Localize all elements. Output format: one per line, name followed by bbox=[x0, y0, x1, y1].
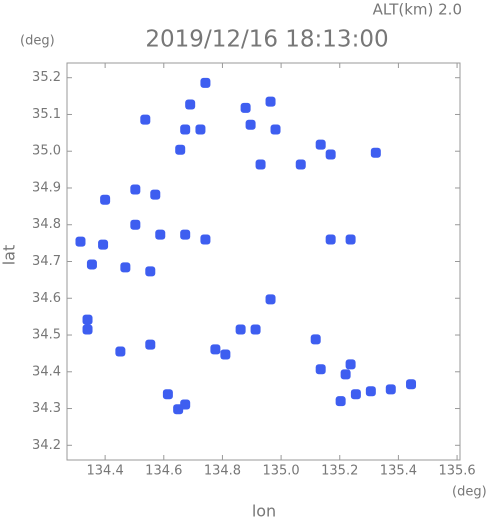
radar-echo bbox=[245, 119, 256, 130]
radar-echo bbox=[162, 389, 173, 400]
radar-echo bbox=[210, 344, 221, 355]
radar-echo bbox=[370, 147, 381, 158]
x-tick-label: 135.2 bbox=[321, 464, 358, 479]
radar-echo bbox=[98, 239, 109, 250]
x-tick-label: 134.8 bbox=[204, 464, 241, 479]
radar-echo bbox=[200, 234, 211, 245]
y-tick-label: 34.2 bbox=[32, 438, 61, 453]
radar-echo bbox=[295, 159, 306, 170]
radar-echo bbox=[345, 234, 356, 245]
y-tick-label: 35.1 bbox=[32, 107, 61, 122]
radar-echo bbox=[100, 194, 111, 205]
radar-echo bbox=[75, 236, 86, 247]
radar-echo bbox=[315, 139, 326, 150]
radar-echo bbox=[140, 114, 151, 125]
radar-echo bbox=[325, 149, 336, 160]
y-tick-label: 34.4 bbox=[32, 364, 61, 379]
x-tick-label: 135.0 bbox=[262, 464, 299, 479]
radar-echo bbox=[185, 99, 196, 110]
radar-echo bbox=[250, 324, 261, 335]
x-axis-label: lon bbox=[252, 502, 276, 521]
radar-echo bbox=[150, 189, 161, 200]
radar-echo bbox=[120, 262, 131, 273]
x-tick-label: 134.4 bbox=[87, 464, 124, 479]
y-tick-label: 34.6 bbox=[32, 291, 61, 306]
radar-echo bbox=[86, 259, 97, 270]
radar-echo bbox=[340, 369, 351, 380]
radar-echo bbox=[365, 386, 376, 397]
radar-echo bbox=[175, 144, 186, 155]
radar-echo bbox=[240, 102, 251, 113]
x-unit: (deg) bbox=[452, 485, 487, 500]
radar-echo bbox=[345, 359, 356, 370]
y-unit: (deg) bbox=[20, 34, 55, 49]
x-tick-label: 134.6 bbox=[145, 464, 182, 479]
radar-echo bbox=[180, 229, 191, 240]
radar-echo bbox=[145, 339, 156, 350]
radar-echo bbox=[315, 364, 326, 375]
radar-echo bbox=[385, 384, 396, 395]
radar-echo bbox=[180, 124, 191, 135]
radar-echo bbox=[130, 219, 141, 230]
radar-echo bbox=[155, 229, 166, 240]
radar-echo bbox=[335, 396, 346, 407]
radar-echo bbox=[235, 324, 246, 335]
radar-echo bbox=[115, 346, 126, 357]
radar-echo bbox=[220, 349, 231, 360]
radar-echo bbox=[265, 294, 276, 305]
y-tick-label: 34.9 bbox=[32, 180, 61, 195]
radar-echo bbox=[82, 314, 93, 325]
y-tick-label: 34.5 bbox=[32, 328, 61, 343]
radar-echo bbox=[200, 77, 211, 88]
radar-echo bbox=[173, 404, 184, 415]
x-tick-label: 135.6 bbox=[438, 464, 475, 479]
radar-echo bbox=[195, 124, 206, 135]
radar-echo bbox=[265, 96, 276, 107]
y-tick-label: 34.3 bbox=[32, 401, 61, 416]
radar-echo bbox=[255, 159, 266, 170]
altitude-label: ALT(km) 2.0 bbox=[373, 1, 462, 19]
radar-echo bbox=[310, 334, 321, 345]
plot-frame bbox=[66, 62, 461, 461]
y-tick-label: 34.8 bbox=[32, 217, 61, 232]
radar-echo bbox=[350, 389, 361, 400]
y-axis-label: lat bbox=[0, 245, 19, 266]
y-tick-label: 34.7 bbox=[32, 254, 61, 269]
radar-echo bbox=[325, 234, 336, 245]
radar-echo bbox=[145, 266, 156, 277]
radar-echo bbox=[82, 324, 93, 335]
chart-title: 2019/12/16 18:13:00 bbox=[145, 27, 388, 53]
y-tick-label: 35.2 bbox=[32, 70, 61, 85]
radar-echo bbox=[130, 184, 141, 195]
x-tick-label: 135.4 bbox=[380, 464, 417, 479]
radar-echo bbox=[406, 379, 417, 390]
radar-echo bbox=[270, 124, 281, 135]
y-tick-label: 35.0 bbox=[32, 144, 61, 159]
